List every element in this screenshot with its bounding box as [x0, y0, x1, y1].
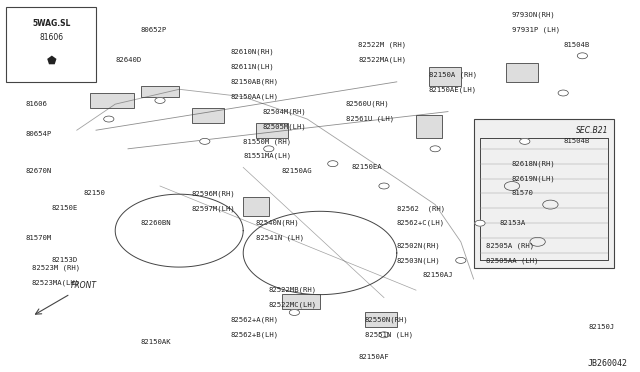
Text: 80654P: 80654P: [26, 131, 52, 137]
Circle shape: [520, 138, 530, 144]
Text: 82150AJ: 82150AJ: [422, 272, 453, 278]
Text: 82670N: 82670N: [26, 168, 52, 174]
Circle shape: [558, 90, 568, 96]
Text: 82597M(LH): 82597M(LH): [192, 205, 236, 212]
Text: 82150EA: 82150EA: [352, 164, 383, 170]
Text: 82540N(RH): 82540N(RH): [256, 220, 300, 227]
Text: 82640D: 82640D: [115, 57, 141, 62]
Text: 82610N(RH): 82610N(RH): [230, 49, 274, 55]
Text: 81551MA(LH): 81551MA(LH): [243, 153, 291, 160]
Text: 82150: 82150: [83, 190, 105, 196]
Text: 81570M: 81570M: [26, 235, 52, 241]
Circle shape: [104, 116, 114, 122]
Text: 82502N(RH): 82502N(RH): [397, 242, 440, 249]
Text: SEC.B21: SEC.B21: [575, 126, 608, 135]
Bar: [256, 123, 288, 138]
Circle shape: [430, 146, 440, 152]
Bar: [282, 294, 320, 309]
Circle shape: [264, 146, 274, 152]
Circle shape: [379, 183, 389, 189]
Text: 82504M(RH): 82504M(RH): [262, 108, 306, 115]
Text: 5WAG.SL: 5WAG.SL: [32, 19, 70, 28]
Text: 82522MC(LH): 82522MC(LH): [269, 302, 317, 308]
Text: 82505A (RH): 82505A (RH): [486, 242, 534, 249]
Text: 82150AK: 82150AK: [141, 339, 172, 345]
Text: 81606: 81606: [26, 101, 47, 107]
Text: 82505AA (LH): 82505AA (LH): [486, 257, 539, 264]
Text: 82551N (LH): 82551N (LH): [365, 331, 413, 338]
Text: 82550N(RH): 82550N(RH): [365, 317, 408, 323]
Text: 82611N(LH): 82611N(LH): [230, 64, 274, 70]
Text: 82503N(LH): 82503N(LH): [397, 257, 440, 264]
Text: 81504B: 81504B: [563, 138, 589, 144]
Circle shape: [456, 257, 466, 263]
Text: 82260BN: 82260BN: [141, 220, 172, 226]
Text: 9793ON(RH): 9793ON(RH): [512, 12, 556, 18]
Text: 82561U (LH): 82561U (LH): [346, 116, 394, 122]
Text: 82150E: 82150E: [51, 205, 77, 211]
Text: 97931P (LH): 97931P (LH): [512, 26, 560, 33]
Text: 82562+A(RH): 82562+A(RH): [230, 317, 278, 323]
Text: 80652P: 80652P: [141, 27, 167, 33]
Circle shape: [155, 97, 165, 103]
Bar: [90, 93, 134, 108]
Text: 82596M(RH): 82596M(RH): [192, 190, 236, 197]
Text: 82522M (RH): 82522M (RH): [358, 41, 406, 48]
Text: 82150J: 82150J: [589, 324, 615, 330]
Circle shape: [328, 161, 338, 167]
Text: 82562+B(LH): 82562+B(LH): [230, 331, 278, 338]
Bar: [474, 119, 614, 268]
Text: 81504B: 81504B: [563, 42, 589, 48]
Circle shape: [475, 220, 485, 226]
Text: 82505M(LH): 82505M(LH): [262, 123, 306, 130]
Circle shape: [577, 53, 588, 59]
Text: 82562+C(LH): 82562+C(LH): [397, 220, 445, 227]
Circle shape: [379, 332, 389, 338]
Text: 82150AE(LH): 82150AE(LH): [429, 86, 477, 93]
Text: 82150AF: 82150AF: [358, 354, 389, 360]
Text: 81570: 81570: [512, 190, 534, 196]
Text: JB260042: JB260042: [588, 359, 627, 368]
Bar: [429, 67, 461, 86]
Text: 82541N (LH): 82541N (LH): [256, 235, 304, 241]
Bar: [506, 63, 538, 82]
Text: 82562  (RH): 82562 (RH): [397, 205, 445, 212]
Text: 82619N(LH): 82619N(LH): [512, 175, 556, 182]
Text: 82522MB(RH): 82522MB(RH): [269, 287, 317, 294]
Circle shape: [200, 138, 210, 144]
Bar: [192, 108, 224, 123]
Text: 82150AG: 82150AG: [282, 168, 312, 174]
Text: 82150A (RH): 82150A (RH): [429, 71, 477, 78]
Text: 82523M (RH): 82523M (RH): [32, 264, 80, 271]
Circle shape: [289, 310, 300, 315]
Text: 82618N(RH): 82618N(RH): [512, 160, 556, 167]
Text: 81606: 81606: [39, 33, 63, 42]
Text: 82150AA(LH): 82150AA(LH): [230, 93, 278, 100]
Text: 82150AB(RH): 82150AB(RH): [230, 78, 278, 85]
Bar: [6, 7, 96, 82]
Bar: [416, 115, 442, 138]
Bar: [141, 86, 179, 97]
Text: 82523MA(LH): 82523MA(LH): [32, 279, 80, 286]
Text: 82560U(RH): 82560U(RH): [346, 101, 389, 108]
Text: 81550M (RH): 81550M (RH): [243, 138, 291, 145]
Text: 82153A: 82153A: [499, 220, 525, 226]
Text: 82522MA(LH): 82522MA(LH): [358, 56, 406, 63]
Text: FRONT: FRONT: [70, 281, 97, 290]
Text: ⬟: ⬟: [46, 56, 56, 66]
Bar: [243, 197, 269, 216]
Text: 82153D: 82153D: [51, 257, 77, 263]
Bar: [365, 312, 397, 327]
